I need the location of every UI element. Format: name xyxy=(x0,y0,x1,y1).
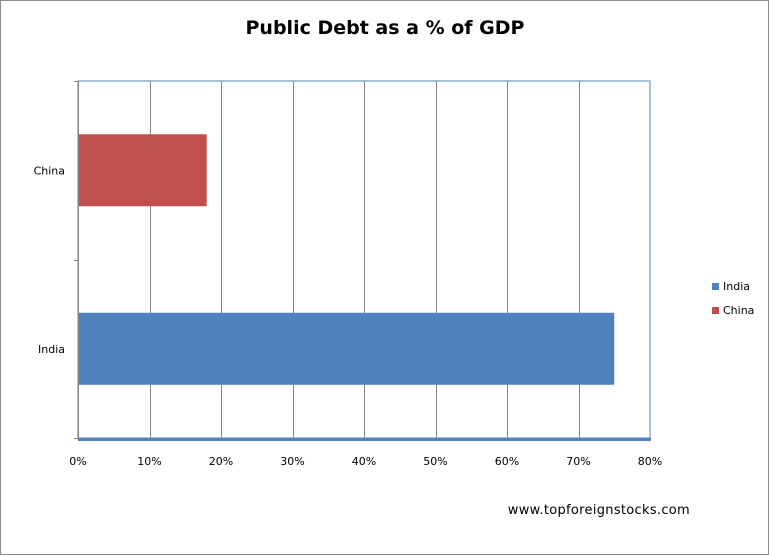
legend-swatch-india xyxy=(712,283,719,290)
bar-india xyxy=(78,312,615,385)
bars xyxy=(78,134,615,385)
x-tick-label: 20% xyxy=(209,455,233,468)
x-tick-label: 40% xyxy=(352,455,376,468)
y-tick-labels: India China xyxy=(34,164,65,356)
x-tick-label: 60% xyxy=(495,455,519,468)
legend-label-china: China xyxy=(723,304,754,317)
legend-swatch-china xyxy=(712,307,719,314)
legend: India China xyxy=(712,280,754,317)
chart-title: Public Debt as a % of GDP xyxy=(246,17,525,39)
x-tick-label: 30% xyxy=(280,455,304,468)
x-tick-label: 70% xyxy=(566,455,590,468)
x-tick-label: 10% xyxy=(137,455,161,468)
source-label: www.topforeignstocks.com xyxy=(508,503,690,518)
legend-label-india: India xyxy=(723,280,750,293)
y-tick-label: India xyxy=(38,343,65,356)
x-tick-label: 50% xyxy=(423,455,447,468)
bar-china xyxy=(78,134,207,207)
x-tick-label: 0% xyxy=(69,455,86,468)
x-tick-label: 80% xyxy=(638,455,662,468)
axes xyxy=(74,81,651,441)
y-tick-label: China xyxy=(34,164,65,177)
x-tick-labels: 0% 10% 20% 30% 40% 50% 60% 70% 80% xyxy=(69,455,662,468)
